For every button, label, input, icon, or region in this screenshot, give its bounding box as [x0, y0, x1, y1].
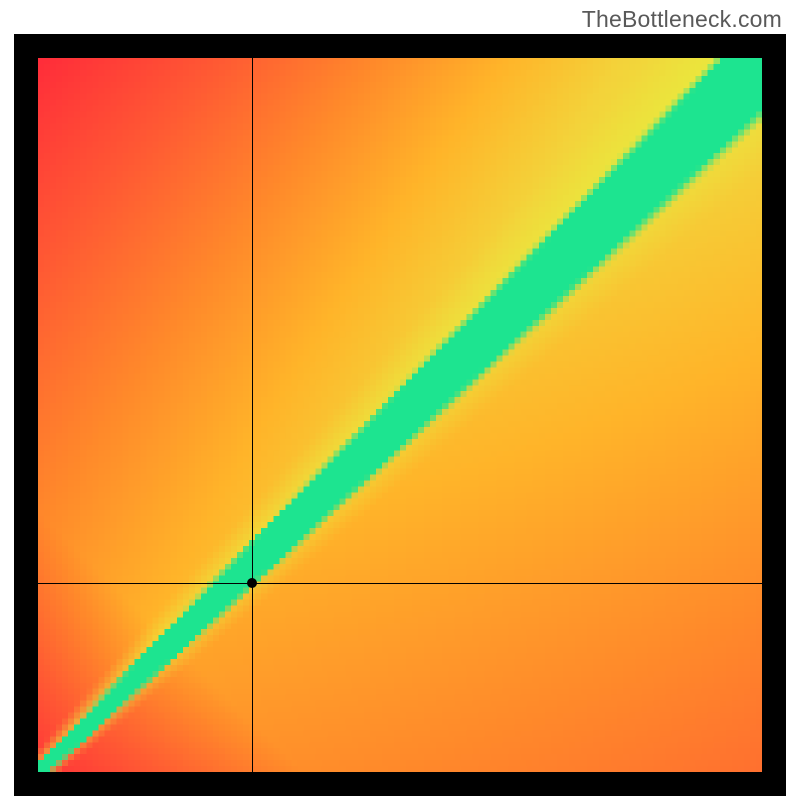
- chart-frame: [14, 34, 786, 796]
- heatmap-canvas: [38, 58, 762, 772]
- marker-dot: [247, 578, 257, 588]
- plot-area: [38, 58, 762, 772]
- crosshair-vertical: [252, 58, 253, 772]
- watermark-text: TheBottleneck.com: [582, 6, 782, 33]
- crosshair-horizontal: [38, 583, 762, 584]
